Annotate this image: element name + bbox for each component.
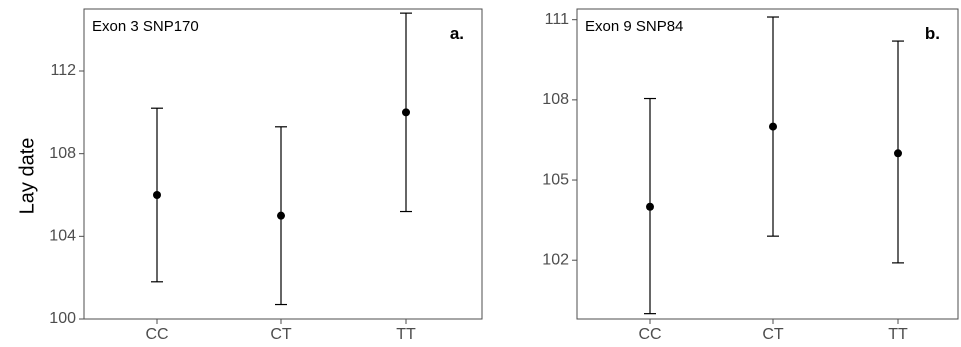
panel-1: 100 104 108 112 CC CT TT Exon 3 SNP170 a. xyxy=(49,8,483,343)
x-tick-label: CC xyxy=(145,326,168,343)
panel-title: Exon 3 SNP170 xyxy=(92,18,199,35)
mean-point xyxy=(153,191,161,199)
y-tick-label: 112 xyxy=(50,62,76,79)
panel-tag: b. xyxy=(925,24,940,43)
mean-point xyxy=(277,211,285,220)
panel-tag: a. xyxy=(450,24,464,43)
x-tick-label: TT xyxy=(888,326,908,343)
y-tick-label: 100 xyxy=(49,310,76,327)
mean-point xyxy=(402,108,410,117)
y-tick-label: 102 xyxy=(542,251,569,268)
panel-title: Exon 9 SNP84 xyxy=(585,18,683,35)
y-tick-label: 108 xyxy=(542,91,569,108)
y-tick-label: 108 xyxy=(49,145,76,162)
x-tick-label: CT xyxy=(270,326,292,343)
panel-frame xyxy=(576,8,959,320)
panel-frame xyxy=(83,8,483,320)
x-tick-label: CT xyxy=(762,326,784,343)
mean-point xyxy=(894,149,902,158)
y-tick-label: 105 xyxy=(542,171,569,188)
y-tick-label: 104 xyxy=(49,228,76,245)
y-axis-title: Lay date xyxy=(16,138,38,215)
mean-point xyxy=(646,202,654,211)
mean-point xyxy=(769,122,777,131)
panel-2: 102 105 108 111 CC CT TT Exon 9 SNP84 b. xyxy=(542,8,959,343)
x-tick-label: TT xyxy=(396,326,416,343)
x-tick-label: CC xyxy=(638,326,661,343)
y-tick-label: 111 xyxy=(545,11,569,28)
